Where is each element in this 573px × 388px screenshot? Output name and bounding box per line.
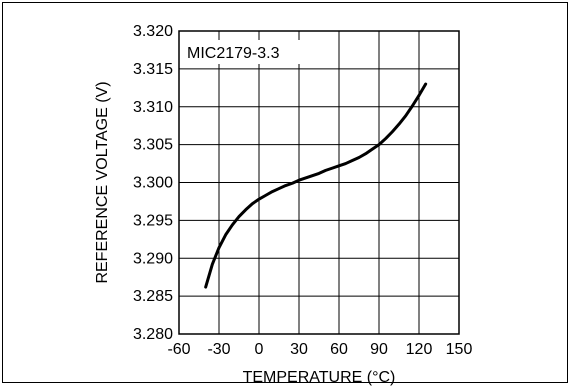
y-tick-label: 3.305 — [133, 137, 173, 154]
x-tick-label: -30 — [207, 341, 230, 358]
y-tick-label: 3.290 — [133, 250, 173, 267]
grid-lines — [179, 31, 459, 334]
x-tick-label: -60 — [167, 341, 190, 358]
y-axis-title: REFERENCE VOLTAGE (V) — [94, 81, 111, 283]
series-line — [204, 82, 428, 289]
y-tick-label: 3.295 — [133, 212, 173, 229]
x-axis-title: TEMPERATURE (°C) — [243, 369, 396, 386]
y-tick-label: 3.280 — [133, 326, 173, 343]
y-tick-labels: 3.280 3.285 3.290 3.295 3.300 3.305 3.310 3.315… — [133, 23, 173, 343]
y-tick-label: 3.285 — [133, 288, 173, 305]
x-tick-label: 90 — [370, 341, 388, 358]
chart-frame — [2, 2, 568, 383]
y-tick-label: 3.300 — [133, 175, 173, 192]
x-tick-label: 60 — [330, 341, 348, 358]
x-tick-label: 0 — [255, 341, 264, 358]
annotation-background — [181, 40, 301, 64]
x-tick-labels: -60 -30 0 30 60 90 120 150 — [167, 341, 472, 358]
y-tick-label: 3.310 — [133, 99, 173, 116]
x-tick-label: 120 — [406, 341, 433, 358]
x-tick-label: 30 — [290, 341, 308, 358]
y-tick-label: 3.315 — [133, 61, 173, 78]
x-tick-label: 150 — [446, 341, 473, 358]
chart-annotation: MIC2179-3.3 — [187, 45, 280, 62]
y-tick-label: 3.320 — [133, 23, 173, 40]
plot-area-border — [178, 30, 460, 335]
